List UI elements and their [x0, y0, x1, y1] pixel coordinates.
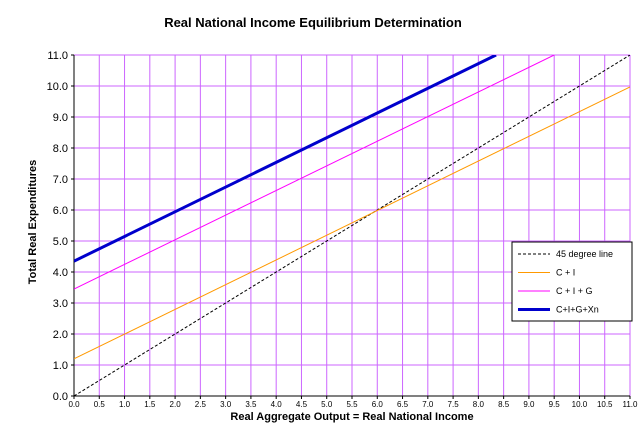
x-tick-label: 2.5	[195, 400, 207, 409]
x-tick-label: 1.5	[144, 400, 156, 409]
x-tick-label: 10.5	[597, 400, 613, 409]
x-tick-label: 5.0	[321, 400, 333, 409]
series-line-4	[74, 55, 497, 263]
x-tick-label: 5.5	[346, 400, 358, 409]
legend: 45 degree line C + I C + I + G C+I+G+Xn	[511, 241, 633, 322]
series-line-1	[74, 55, 630, 396]
y-tick-label: 1.0	[53, 360, 68, 372]
y-tick-label: 10.0	[47, 81, 68, 93]
y-tick-label: 8.0	[53, 143, 68, 155]
x-tick-label: 10.0	[572, 400, 588, 409]
y-tick-label: 11.0	[47, 50, 68, 62]
x-tick-label: 2.0	[170, 400, 182, 409]
x-tick-label: 0.5	[94, 400, 106, 409]
y-tick-label: 5.0	[53, 236, 68, 248]
y-tick-label: 7.0	[53, 174, 68, 186]
series-group	[74, 55, 630, 396]
x-tick-label: 4.5	[296, 400, 308, 409]
legend-label-2: C + I	[556, 268, 575, 278]
x-tick-label: 9.5	[549, 400, 561, 409]
series-line-3	[74, 55, 555, 290]
x-axis-title: Real Aggregate Output = Real National In…	[230, 411, 473, 423]
x-tick-label: 6.5	[397, 400, 409, 409]
x-tick-label: 8.5	[498, 400, 510, 409]
legend-box	[511, 241, 633, 322]
x-tick-label: 4.0	[271, 400, 283, 409]
x-tick-label: 9.0	[523, 400, 535, 409]
x-tick-label: 1.0	[119, 400, 131, 409]
x-tick-label: 11.0	[623, 400, 639, 409]
series-line-2	[74, 86, 630, 360]
y-tick-label: 2.0	[53, 329, 68, 341]
x-tick-label: 7.0	[422, 400, 434, 409]
x-tick-label: 0.0	[68, 400, 80, 409]
x-tick-label: 6.0	[372, 400, 384, 409]
x-tick-label: 3.0	[220, 400, 232, 409]
legend-label-1: 45 degree line	[556, 249, 613, 259]
x-tick-label: 3.5	[245, 400, 257, 409]
y-tick-label: 9.0	[53, 112, 68, 124]
x-tick-label: 8.0	[473, 400, 485, 409]
x-tick-label: 7.5	[448, 400, 460, 409]
y-tick-label: 0.0	[53, 391, 68, 403]
legend-label-4: C+I+G+Xn	[556, 305, 599, 315]
y-tick-label: 3.0	[53, 298, 68, 310]
legend-label-3: C + I + G	[556, 286, 593, 296]
chart-title: Real National Income Equilibrium Determi…	[164, 15, 462, 30]
y-axis-title: Total Real Expenditures	[27, 160, 39, 285]
y-tick-label: 4.0	[53, 267, 68, 279]
y-tick-label: 6.0	[53, 205, 68, 217]
plot-area: 0.0 0.5 1.0 1.5 2.0 2.5 3.0 3.5 4.0 4.5 5.0 5.5 6.0 6…	[47, 50, 638, 409]
